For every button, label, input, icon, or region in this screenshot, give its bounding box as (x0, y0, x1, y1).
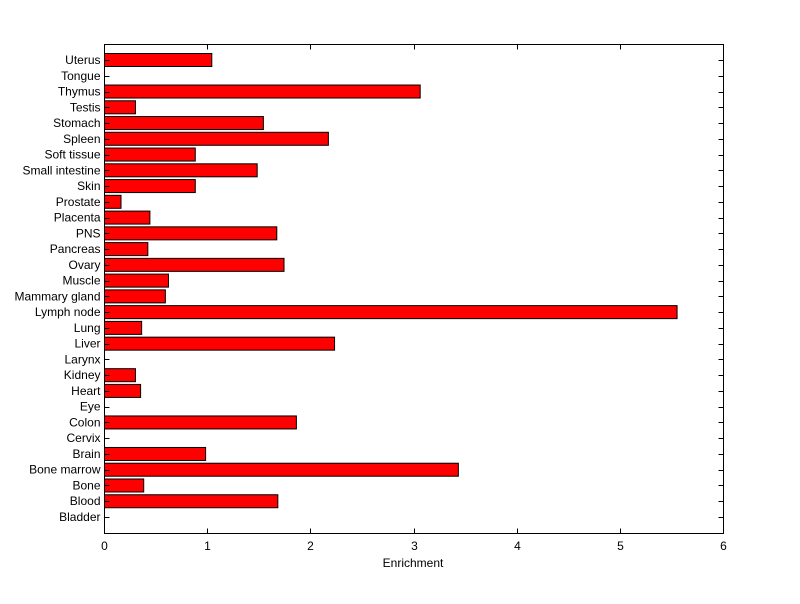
y-tick-label: Stomach (53, 116, 100, 130)
y-tick-label: Prostate (56, 195, 101, 209)
y-tick-label: Testis (70, 100, 101, 114)
x-tick-label: 5 (617, 539, 624, 553)
bar-colon (104, 415, 297, 430)
bar-lymph-node (104, 305, 678, 320)
y-tick-label: Heart (71, 384, 101, 398)
x-tick-label: 3 (411, 539, 418, 553)
x-tick-label: 6 (720, 539, 727, 553)
bar-uterus (104, 53, 213, 67)
bar-bone-marrow (104, 462, 459, 477)
y-tick-label: Bladder (59, 510, 100, 524)
x-axis-label: Enrichment (383, 556, 444, 570)
y-tick-label: Muscle (62, 274, 100, 288)
x-tick-label: 1 (204, 539, 211, 553)
y-tick-label: Eye (80, 400, 101, 414)
y-tick-label: Soft tissue (44, 148, 100, 162)
y-tick-label: Lymph node (35, 305, 101, 319)
y-tick-label: Skin (77, 179, 100, 193)
x-tick-label: 2 (307, 539, 314, 553)
bar-skin (104, 179, 196, 194)
bar-pancreas (104, 242, 149, 257)
y-tick-label: Ovary (68, 258, 100, 272)
y-tick-label: Colon (69, 415, 100, 429)
bar-prostate (104, 194, 122, 209)
y-tick-label: Brain (72, 447, 100, 461)
y-tick-label: Bone (72, 478, 100, 492)
y-tick-label: Larynx (64, 352, 100, 366)
y-tick-label: Bone marrow (29, 463, 101, 477)
y-tick-label: Tongue (61, 69, 101, 83)
y-tick-label: Kidney (64, 368, 101, 382)
y-tick-label: Placenta (54, 211, 101, 225)
bar-bone (104, 478, 145, 493)
bar-placenta (104, 210, 151, 225)
y-tick-label: Blood (70, 494, 101, 508)
bar-mammary-gland (104, 289, 166, 304)
bar-blood (104, 494, 279, 509)
bar-ovary (104, 257, 285, 272)
y-tick-label: Cervix (66, 431, 100, 445)
bar-soft-tissue (104, 147, 196, 162)
bar-heart (104, 383, 142, 398)
y-tick-label: Lung (74, 321, 101, 335)
bar-muscle (104, 273, 169, 288)
bar-stomach (104, 116, 264, 131)
bar-lung (104, 320, 143, 335)
bar-brain (104, 446, 207, 461)
bar-thymus (104, 84, 421, 99)
y-tick-label: Mammary gland (14, 289, 100, 303)
bar-pns (104, 226, 278, 241)
y-tick-label: Pancreas (50, 242, 101, 256)
bar-liver (104, 336, 336, 351)
y-tick-label: Thymus (58, 85, 101, 99)
y-tick-label: Small intestine (22, 163, 100, 177)
y-tick-label: Uterus (65, 53, 100, 67)
x-tick-label: 0 (101, 539, 108, 553)
y-tick-label: Spleen (63, 132, 100, 146)
x-tick-label: 4 (514, 539, 521, 553)
y-tick-label: Liver (74, 337, 100, 351)
bar-small-intestine (104, 163, 258, 178)
y-tick-label: PNS (76, 226, 101, 240)
bar-spleen (104, 131, 329, 146)
